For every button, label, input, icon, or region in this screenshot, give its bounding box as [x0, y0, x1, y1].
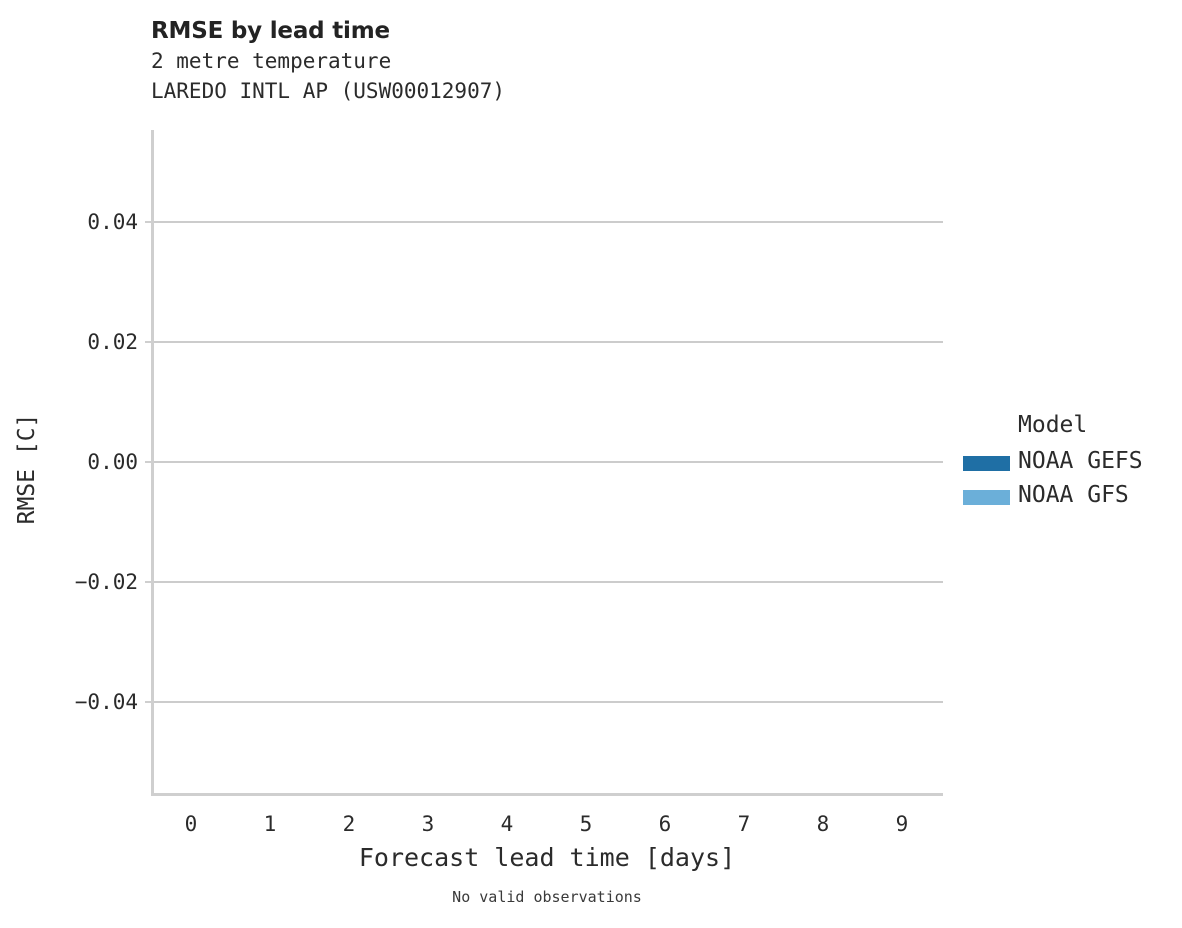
legend-title: Model [1018, 412, 1088, 438]
ytick-label-0-04: 0.04 [87, 210, 138, 234]
xtick-label-8: 8 [816, 812, 830, 836]
xtick-label-1: 1 [263, 812, 277, 836]
ytick-mark-neg-0-02 [145, 581, 152, 583]
xtick-label-4: 4 [500, 812, 514, 836]
ytick-mark-neg-0-04 [145, 701, 152, 703]
gridline-y-neg-0-04 [154, 701, 943, 703]
title-block: RMSE by lead time 2 metre temperature LA… [151, 16, 951, 106]
legend-label-noaa-gefs: NOAA GEFS [1018, 448, 1143, 474]
legend-swatch-noaa-gefs [963, 456, 1010, 471]
axis-spine-left [151, 130, 154, 796]
xtick-label-6: 6 [658, 812, 672, 836]
legend-swatch-noaa-gfs [963, 490, 1010, 505]
xtick-label-9: 9 [895, 812, 909, 836]
ytick-mark-0-00 [145, 461, 152, 463]
ytick-mark-0-02 [145, 341, 152, 343]
xtick-label-7: 7 [737, 812, 751, 836]
chart-subtitle-variable: 2 metre temperature [151, 49, 392, 73]
ytick-label-neg-0-02: −0.02 [74, 570, 138, 594]
xtick-label-2: 2 [342, 812, 356, 836]
ytick-mark-0-04 [145, 221, 152, 223]
ytick-label-0-00: 0.00 [87, 450, 138, 474]
xtick-label-0: 0 [184, 812, 198, 836]
axis-spine-bottom [151, 793, 943, 796]
ytick-label-0-02: 0.02 [87, 330, 138, 354]
xtick-label-5: 5 [579, 812, 593, 836]
chart-title: RMSE by lead time [151, 18, 390, 44]
x-axis-title: Forecast lead time [days] [358, 843, 736, 872]
chart-subtitle-station: LAREDO INTL AP (USW00012907) [151, 79, 506, 103]
gridline-y-0-04 [154, 221, 943, 223]
legend-label-noaa-gfs: NOAA GFS [1018, 482, 1129, 508]
gridline-y-0-02 [154, 341, 943, 343]
gridline-y-0-00 [154, 461, 943, 463]
ytick-label-neg-0-04: −0.04 [74, 690, 138, 714]
y-axis-title: RMSE [C] [14, 413, 40, 525]
no-data-annotation: No valid observations [452, 888, 642, 906]
xtick-label-3: 3 [421, 812, 435, 836]
gridline-y-neg-0-02 [154, 581, 943, 583]
